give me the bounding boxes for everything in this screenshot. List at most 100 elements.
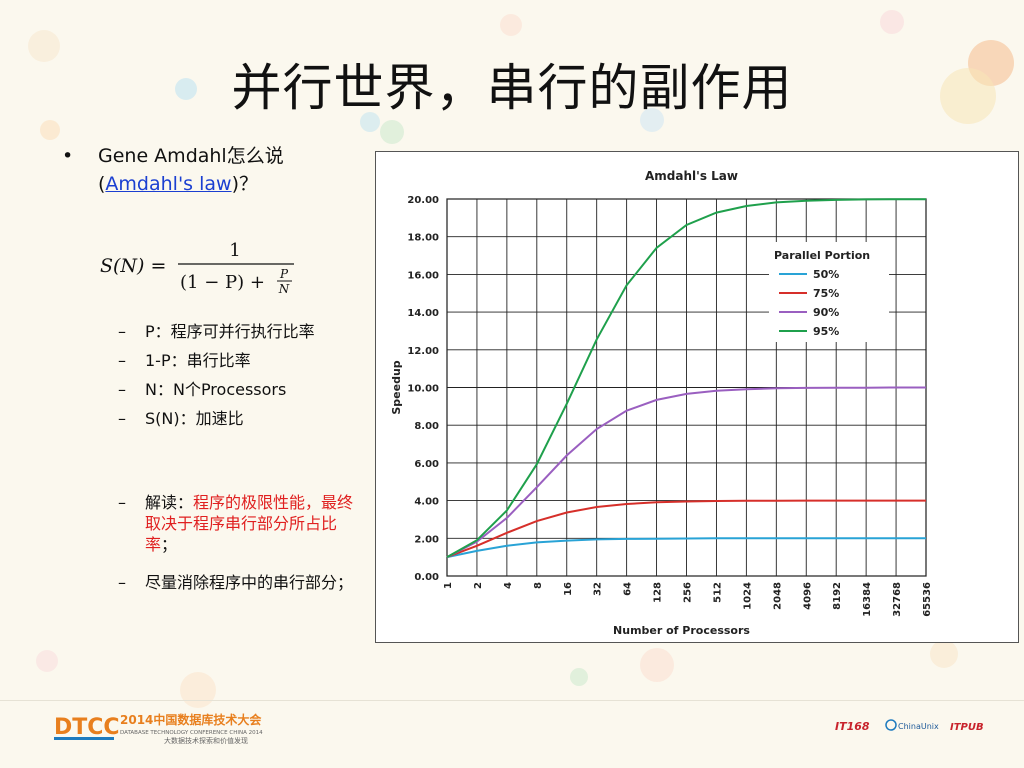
amdahl-law-link[interactable]: Amdahl's law	[105, 173, 232, 195]
sub-item-p: – P：程序可并行执行比率	[118, 321, 368, 342]
sponsor-logos: IT168 ChinaUnix ITPUB	[835, 719, 984, 733]
y-tick-label: 2.00	[414, 534, 439, 545]
y-tick-label: 4.00	[414, 497, 439, 508]
x-tick-label: 16	[563, 582, 574, 596]
x-tick-label: 4	[503, 582, 514, 589]
dash: –	[118, 493, 126, 512]
sub-item-sn: – S(N)：加速比	[118, 408, 368, 429]
dash: –	[118, 409, 126, 428]
dtcc-logo: DTCC 2014中国数据库技术大会 DATABASE TECHNOLOGY C…	[54, 712, 263, 745]
amdahl-chart-frame: 0.00 2.00 4.00 6.00 8.00 10.00 12.00 14.00 16.00…	[375, 151, 1019, 643]
x-tick-label: 512	[712, 582, 723, 603]
formula-n: N	[278, 282, 290, 296]
decor-bubble	[930, 640, 958, 668]
legend-label: 90%	[813, 306, 839, 319]
chart-title: Amdahl's Law	[645, 169, 738, 183]
slide-title: 并行世界，串行的副作用	[231, 59, 793, 117]
x-tick-label: 8	[533, 582, 544, 589]
x-tick-label: 2	[473, 582, 484, 589]
decor-bubble	[175, 78, 197, 100]
decor-bubble	[28, 30, 60, 62]
decor-bubble	[36, 650, 58, 672]
decor-bubble	[880, 10, 904, 34]
x-tick-label: 1024	[742, 582, 753, 610]
x-tick-label: 16384	[862, 582, 873, 617]
x-tick-label: 65536	[922, 582, 933, 617]
interpret-text: 解读：程序的极限性能，最终取决于程序串行部分所占比率；	[145, 492, 358, 555]
interpret-highlight: 程序的极限性能，最终取决于程序串行部分所占比率	[145, 493, 354, 554]
decor-bubble	[500, 14, 522, 36]
dash: –	[118, 351, 126, 370]
bullet-dot: •	[62, 145, 74, 167]
legend-label: 50%	[813, 268, 839, 281]
series-line-50pct	[446, 537, 926, 559]
chinaunix-logo: ChinaUnix	[898, 722, 939, 731]
y-tick-label: 12.00	[407, 346, 439, 357]
decor-bubble	[640, 108, 664, 132]
sub-item-eliminate: – 尽量消除程序中的串行部分；	[118, 572, 358, 593]
dash: –	[118, 573, 126, 592]
legend-label: 95%	[813, 325, 839, 338]
x-tick-label: 64	[623, 582, 634, 596]
series-line-75pct	[446, 499, 926, 559]
dash: –	[118, 380, 126, 399]
sub-item-serial: – 1-P：串行比率	[118, 350, 368, 371]
formula-denominator: (1 − P) +	[180, 272, 265, 293]
x-tick-label: 128	[653, 582, 664, 603]
x-tick-label: 4096	[802, 582, 813, 610]
sub-item-text: 1-P：串行比率	[145, 351, 251, 370]
formula-numerator: 1	[229, 240, 240, 261]
y-tick-label: 6.00	[414, 459, 439, 470]
y-tick-label: 16.00	[407, 270, 439, 281]
paren-close: )？	[231, 173, 258, 195]
bullet-amdahl: • Gene Amdahl怎么说 (Amdahl's law)？	[62, 142, 362, 198]
dtcc-conf-sub2: 大数据技术探索和价值发现	[164, 736, 248, 745]
sub-item-n: – N：N个Processors	[118, 379, 368, 400]
series-line-90pct	[446, 386, 926, 558]
y-axis-label: Speedup	[390, 360, 403, 414]
itpub-logo: ITPUB	[950, 722, 984, 733]
it168-logo: IT168	[835, 720, 870, 733]
amdahl-formula: S(N) = 1 (1 − P) + P N	[100, 240, 294, 296]
paren-open: (	[98, 173, 106, 195]
x-tick-label: 2048	[772, 582, 783, 610]
formula-lhs: S(N) =	[100, 255, 166, 277]
y-tick-label: 14.00	[407, 308, 439, 319]
x-tick-label: 1	[443, 582, 454, 589]
sub-item-text: P：程序可并行执行比率	[145, 322, 315, 341]
sub-item-text: N：N个Processors	[145, 380, 287, 399]
dtcc-conf-sub: DATABASE TECHNOLOGY CONFERENCE CHINA 201…	[120, 730, 263, 736]
legend-label: 75%	[813, 287, 839, 300]
decor-bubble	[360, 112, 380, 132]
decor-bubble	[380, 120, 404, 144]
dash: –	[118, 322, 126, 341]
amdahl-chart: 0.00 2.00 4.00 6.00 8.00 10.00 12.00 14.00 16.00…	[390, 169, 933, 637]
y-tick-label: 18.00	[407, 233, 439, 244]
interpret-end: ；	[161, 535, 178, 554]
series-line-95pct	[446, 198, 926, 558]
x-tick-label: 32	[593, 582, 604, 596]
dtcc-conf-title: 2014中国数据库技术大会	[120, 712, 262, 727]
x-tick-label: 8192	[832, 582, 843, 610]
interpret-label: 解读：	[145, 493, 194, 512]
y-tick-label: 0.00	[414, 572, 439, 583]
bullet-lead: Gene Amdahl怎么说	[98, 145, 284, 167]
formula-p: P	[279, 267, 289, 281]
decor-bubble	[640, 648, 674, 682]
decor-bubble	[180, 672, 216, 708]
chinaunix-icon	[885, 719, 897, 731]
x-axis-label: Number of Processors	[613, 624, 750, 637]
decor-bubble	[570, 668, 588, 686]
y-tick-label: 10.00	[407, 384, 439, 395]
decor-bubble	[40, 120, 60, 140]
dtcc-logo-text: DTCC	[54, 715, 120, 740]
sub-item-interpret: – 解读：程序的极限性能，最终取决于程序串行部分所占比率；	[118, 492, 358, 555]
y-tick-label: 20.00	[407, 195, 439, 206]
bullet-text: Gene Amdahl怎么说 (Amdahl's law)？	[98, 142, 362, 198]
sub-item-text: 尽量消除程序中的串行部分；	[145, 573, 354, 592]
x-tick-label: 256	[683, 582, 694, 603]
y-tick-label: 8.00	[414, 421, 439, 432]
footer-divider	[0, 700, 1024, 701]
decor-bubble	[940, 68, 996, 124]
legend-title: Parallel Portion	[774, 249, 870, 262]
